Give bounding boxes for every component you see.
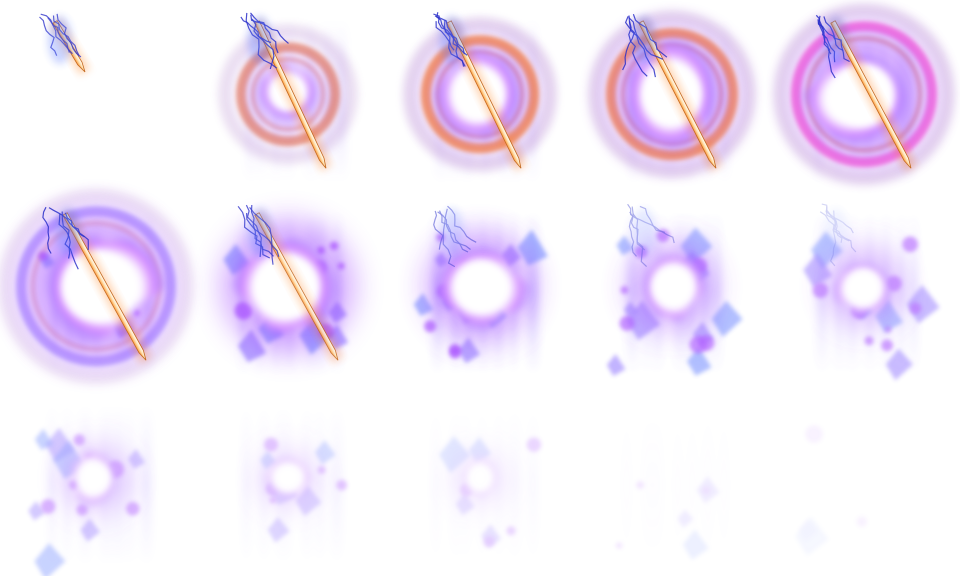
sprite-frame-10 [803,203,940,381]
sprite-frame-11 [28,404,152,576]
lightning-bolts [627,203,675,268]
shard-particles [795,425,867,556]
sprite-frame-7 [220,204,356,374]
sprite-frame-13 [431,404,542,566]
explosion-core [62,444,130,512]
sprite-frame-12 [242,404,348,566]
explosion-core [454,452,506,504]
sprite-frame-14 [615,476,720,560]
sprite-frame-5 [773,3,955,186]
lightning-bolts [433,205,477,268]
lightning-bolts [815,14,850,79]
shard-particles [615,476,720,560]
explosion-core [17,207,175,365]
explosion-core [627,241,717,332]
explosion-core [220,218,356,354]
sprite-frame-4 [588,10,756,182]
lightning-bolts [433,12,468,67]
sprite-frame-15 [795,404,919,566]
lightning-bolts [39,13,82,64]
sprite-frame-8 [413,205,549,374]
sprite-frame-2 [218,12,358,182]
explosion-core [259,450,317,507]
lightning-bolts [237,204,280,265]
lightning-bolts [622,14,668,78]
lightning-bolts [42,206,89,270]
sprite-frame-1 [39,13,91,76]
explosion-core [824,246,904,326]
purple-streaks [820,404,919,566]
sprite-frame-6 [0,188,194,385]
lightning-bolts [819,203,857,267]
sprite-frame-3 [403,12,557,182]
sprite-frame-9 [606,203,743,376]
lightning-bolts [240,12,289,70]
explosion-core [793,23,935,165]
explosion-core [423,229,537,343]
